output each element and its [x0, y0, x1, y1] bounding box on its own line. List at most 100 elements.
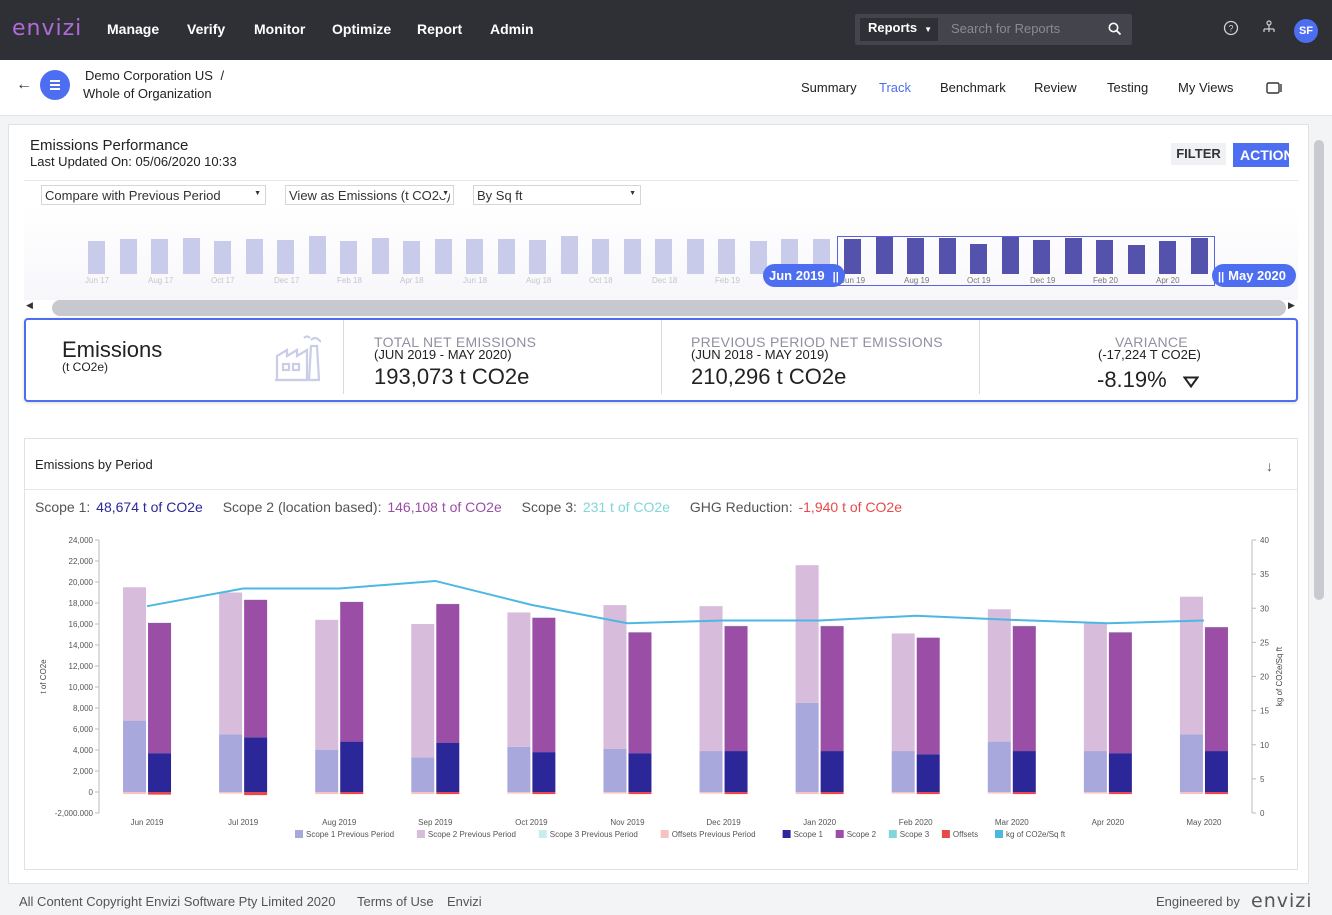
- bar-segment: [628, 792, 652, 795]
- y2-tick-label: 10: [1260, 741, 1269, 750]
- legend-swatch: [995, 830, 1003, 838]
- bar-segment: [987, 792, 1011, 794]
- nav-report[interactable]: Report: [417, 21, 463, 37]
- compare-select[interactable]: Compare with Previous Period ▼: [41, 185, 266, 205]
- timeline-bar: [88, 240, 105, 274]
- back-arrow-icon[interactable]: ←: [16, 76, 32, 93]
- bar-segment: [1012, 751, 1036, 792]
- tab-summary[interactable]: Summary: [801, 80, 857, 95]
- timeline-bar: [970, 243, 987, 274]
- timeline-start-handle[interactable]: Jun 2019 ||: [763, 264, 845, 287]
- bar-segment: [820, 751, 844, 792]
- tab-testing[interactable]: Testing: [1107, 80, 1149, 95]
- sub-header: [0, 60, 1332, 116]
- tab-track[interactable]: Track: [879, 80, 912, 95]
- scope3-label: Scope 3:: [521, 499, 577, 515]
- y2-tick-label: 0: [1260, 809, 1265, 818]
- legend-label: Scope 3 Previous Period: [550, 830, 638, 839]
- timeline-selection-window[interactable]: [837, 236, 1215, 286]
- bar-segment: [244, 599, 268, 738]
- tab-my-views[interactable]: My Views: [1178, 80, 1234, 95]
- org-scope[interactable]: Whole of Organization: [83, 86, 212, 101]
- help-icon[interactable]: ?: [1223, 20, 1239, 36]
- bar-segment: [507, 612, 531, 747]
- download-icon[interactable]: ↓: [1266, 458, 1273, 474]
- bar-segment: [891, 751, 915, 792]
- timeline-label: Oct 19: [967, 276, 991, 285]
- bar-segment: [628, 632, 652, 754]
- envizi-link[interactable]: Envizi: [447, 894, 482, 909]
- tab-benchmark[interactable]: Benchmark: [940, 80, 1006, 95]
- bar-segment: [315, 750, 339, 792]
- app-logo[interactable]: envizi: [12, 16, 83, 41]
- nav-monitor[interactable]: Monitor: [254, 21, 306, 37]
- nav-manage[interactable]: Manage: [107, 21, 160, 37]
- nav-optimize[interactable]: Optimize: [332, 21, 392, 37]
- timeline-bar: [245, 238, 263, 274]
- timeline-bar: [623, 238, 641, 274]
- timeline-bar: [119, 239, 137, 274]
- search-scope-select[interactable]: Reports ▼: [860, 18, 938, 41]
- bar-segment: [411, 792, 435, 795]
- vertical-scrollbar[interactable]: [1312, 126, 1326, 882]
- action-button[interactable]: ACTION: [1233, 143, 1289, 167]
- divider: [661, 320, 662, 394]
- by-select[interactable]: By Sq ft ▼: [473, 185, 641, 205]
- tab-review[interactable]: Review: [1034, 80, 1077, 95]
- vertical-scrollbar-thumb[interactable]: [1314, 140, 1324, 600]
- filter-button[interactable]: FILTER: [1171, 143, 1226, 165]
- bar-segment: [340, 741, 364, 792]
- svg-text:?: ?: [1228, 24, 1233, 34]
- timeline-bar: [277, 239, 294, 274]
- total-emissions-label: TOTAL NET EMISSIONS: [374, 334, 537, 350]
- total-emissions-value: 193,073 t CO2e: [374, 364, 530, 389]
- timeline-bar: [749, 240, 767, 274]
- timeline-bar: [403, 241, 420, 274]
- summary-unit: (t CO2e): [62, 360, 109, 374]
- by-select-value: By Sq ft: [477, 188, 523, 203]
- drag-handle-icon: ||: [1218, 271, 1225, 283]
- legend-label: Offsets: [953, 830, 978, 839]
- scroll-right-icon[interactable]: ▶: [1288, 300, 1295, 310]
- timeline-scrollbar[interactable]: [52, 300, 1286, 316]
- bar-segment: [436, 604, 460, 743]
- user-avatar[interactable]: SF: [1294, 19, 1318, 43]
- nav-verify[interactable]: Verify: [187, 21, 226, 37]
- total-emissions-period: (JUN 2019 - MAY 2020): [374, 347, 512, 362]
- timeline-bar: [466, 239, 483, 274]
- org-name[interactable]: Demo Corporation US /: [85, 68, 224, 83]
- bar-segment: [244, 792, 268, 796]
- scroll-left-icon[interactable]: ◀: [26, 300, 33, 310]
- bar-segment: [699, 792, 723, 794]
- y2-tick-label: 20: [1260, 673, 1269, 682]
- terms-link[interactable]: Terms of Use: [357, 894, 434, 909]
- timeline-label: Feb 18: [337, 276, 362, 285]
- bar-segment: [507, 746, 531, 792]
- bar-segment: [795, 702, 819, 792]
- scope1-label: Scope 1:: [35, 499, 91, 515]
- page-title: Emissions Performance: [30, 137, 189, 154]
- drag-handle-icon: ||: [832, 271, 839, 283]
- legend-swatch: [295, 830, 303, 838]
- scope1-value: 48,674 t of CO2e: [96, 499, 203, 515]
- search-icon[interactable]: [1108, 22, 1122, 36]
- divider: [24, 180, 1298, 181]
- legend-label: Scope 3: [900, 830, 930, 839]
- y-tick-label: 10,000: [69, 683, 94, 692]
- legend-swatch: [835, 830, 844, 838]
- menu-icon[interactable]: [40, 70, 70, 100]
- legend-label: Scope 1: [794, 830, 824, 839]
- view-as-select[interactable]: View as Emissions (t CO2e) ▼: [285, 185, 454, 205]
- timeline-end-handle[interactable]: || May 2020: [1212, 264, 1296, 287]
- timeline-label: Feb 20: [1093, 276, 1118, 285]
- y2-tick-label: 40: [1260, 536, 1269, 545]
- bar-segment: [148, 792, 172, 795]
- search-input[interactable]: [951, 21, 1101, 36]
- presentation-icon[interactable]: [1266, 82, 1282, 94]
- legend-label: Scope 2: [847, 830, 877, 839]
- nav-admin[interactable]: Admin: [490, 21, 534, 37]
- legend-label: kg of CO2e/Sq ft: [1006, 830, 1066, 839]
- bar-segment: [795, 565, 819, 703]
- emissions-chart: -2,000.000 0 2,000 4,000 6,000 8,000 10,000 12,…: [39, 536, 1284, 839]
- hierarchy-icon[interactable]: [1261, 20, 1277, 36]
